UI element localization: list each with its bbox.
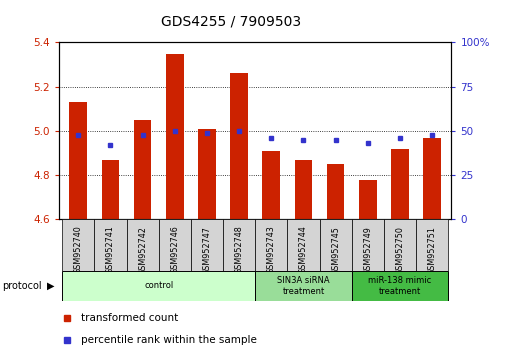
Bar	[230, 74, 248, 219]
Bar	[320, 219, 352, 271]
Text: GSM952742: GSM952742	[138, 225, 147, 274]
Text: GSM952749: GSM952749	[363, 225, 372, 274]
Text: GSM952743: GSM952743	[267, 225, 276, 274]
Bar	[191, 219, 223, 271]
Text: GSM952744: GSM952744	[299, 225, 308, 274]
Text: GDS4255 / 7909503: GDS4255 / 7909503	[161, 14, 301, 28]
Text: GSM952750: GSM952750	[396, 225, 404, 274]
Bar	[287, 219, 320, 271]
Text: GSM952745: GSM952745	[331, 225, 340, 274]
Text: percentile rank within the sample: percentile rank within the sample	[81, 335, 256, 345]
Text: GSM952751: GSM952751	[428, 225, 437, 274]
Text: GSM952747: GSM952747	[203, 225, 211, 274]
Bar	[255, 219, 287, 271]
Text: GSM952748: GSM952748	[234, 225, 244, 274]
Text: miR-138 mimic
treatment: miR-138 mimic treatment	[368, 276, 431, 296]
Text: ▶: ▶	[47, 281, 54, 291]
Bar	[94, 219, 127, 271]
Bar	[327, 164, 345, 219]
Bar	[352, 271, 448, 301]
Bar	[69, 102, 87, 219]
Bar	[159, 219, 191, 271]
Bar	[416, 219, 448, 271]
Bar	[294, 160, 312, 219]
Text: SIN3A siRNA
treatment: SIN3A siRNA treatment	[277, 276, 330, 296]
Bar	[166, 53, 184, 219]
Bar	[359, 179, 377, 219]
Bar	[198, 129, 216, 219]
Bar	[223, 219, 255, 271]
Text: transformed count: transformed count	[81, 313, 178, 323]
Bar	[255, 271, 352, 301]
Text: GSM952741: GSM952741	[106, 225, 115, 274]
Bar	[62, 219, 94, 271]
Bar	[384, 219, 416, 271]
Text: control: control	[144, 281, 173, 290]
Text: protocol: protocol	[3, 281, 42, 291]
Text: GSM952746: GSM952746	[170, 225, 180, 274]
Bar	[263, 151, 280, 219]
Bar	[423, 138, 441, 219]
Bar	[62, 271, 255, 301]
Bar	[134, 120, 151, 219]
Bar	[127, 219, 159, 271]
Bar	[391, 149, 409, 219]
Bar	[352, 219, 384, 271]
Text: GSM952740: GSM952740	[74, 225, 83, 274]
Bar	[102, 160, 120, 219]
